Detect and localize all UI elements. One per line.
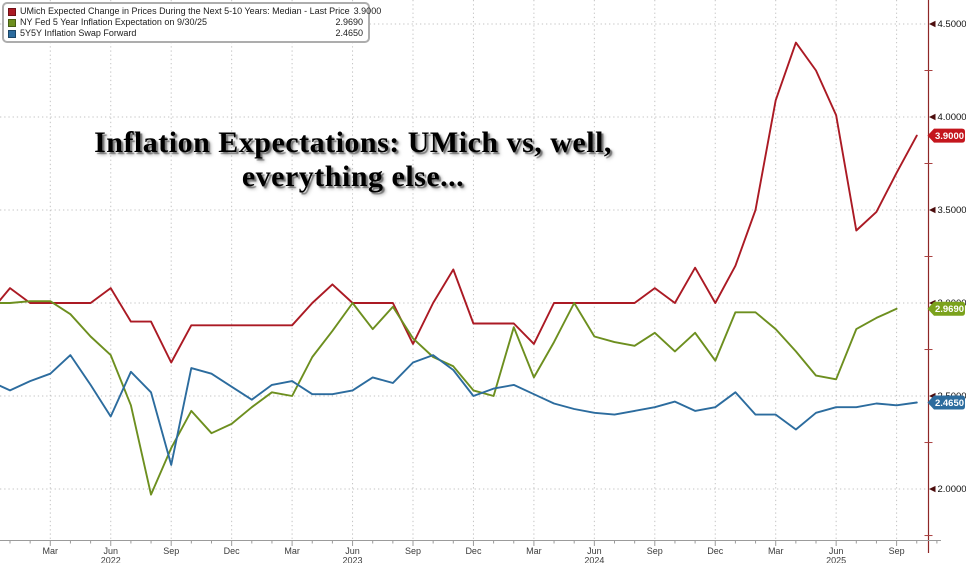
x-tick-label: Jun [103, 546, 118, 556]
x-tick-label: Dec [465, 546, 482, 556]
y-tick-label: 4.0000 [938, 112, 966, 123]
y-tick-label: 3.5000 [938, 205, 966, 216]
x-tick-label: Dec [224, 546, 241, 556]
y-tick-label: 2.0000 [938, 484, 966, 495]
last-price-badge-1 [927, 301, 965, 316]
y-tick-arrow-icon [929, 20, 936, 28]
swap-series-swatch-icon [8, 29, 16, 38]
y-tick-arrow-icon [929, 206, 936, 214]
x-tick-label: Dec [707, 546, 724, 556]
x-year-label: 2023 [343, 556, 363, 563]
series-line-2[interactable] [0, 354, 918, 466]
x-tick-label: Jun [587, 546, 602, 556]
y-tick-label: 4.5000 [938, 19, 966, 30]
x-tick-label: Mar [43, 546, 59, 556]
y-tick-arrow-icon [929, 113, 936, 121]
legend-label: 5Y5Y Inflation Swap Forward [20, 28, 137, 38]
last-price-badge-text: 2.9690 [935, 304, 964, 315]
y-tick-arrow-icon [929, 485, 936, 493]
x-tick-label: Mar [768, 546, 784, 556]
chart-title: Inflation Expectations: UMich vs, well, … [0, 126, 706, 194]
chart-title-line-1: Inflation Expectations: UMich vs, well, [94, 126, 612, 159]
last-price-badge-0 [927, 128, 965, 143]
x-tick-label: Jun [829, 546, 844, 556]
series-line-1[interactable] [0, 300, 898, 496]
legend-item-umich[interactable]: UMich Expected Change in Prices During t… [8, 6, 381, 17]
last-price-badge-text: 3.9000 [935, 131, 964, 142]
chart-title-line-2: everything else... [241, 160, 465, 193]
legend-label: NY Fed 5 Year Inflation Expectation on 9… [20, 17, 207, 27]
x-tick-label: Sep [405, 546, 421, 556]
nyfed-series-swatch-icon [8, 18, 16, 27]
series-line-0[interactable] [0, 41, 918, 364]
legend-last-value: 2.9690 [335, 17, 363, 27]
x-tick-label: Sep [647, 546, 663, 556]
x-tick-label: Mar [526, 546, 542, 556]
series-lines [0, 41, 918, 496]
x-tick-label: Sep [889, 546, 905, 556]
legend-item-nyfed[interactable]: NY Fed 5 Year Inflation Expectation on 9… [8, 17, 363, 28]
legend-last-value: 3.9000 [353, 6, 382, 16]
legend-label: UMich Expected Change in Prices During t… [20, 6, 350, 16]
last-price-badge-text: 2.4650 [935, 398, 964, 409]
x-tick-label: Mar [284, 546, 300, 556]
legend-box: UMich Expected Change in Prices During t… [2, 2, 381, 43]
gridlines [0, 0, 928, 540]
x-year-label: 2025 [826, 556, 846, 563]
last-price-badges: 3.9000 2.9690 2.4650 [927, 128, 965, 410]
legend-last-value: 2.4650 [335, 28, 363, 38]
x-tick-label: Jun [345, 546, 360, 556]
last-price-badge-2 [927, 395, 965, 410]
legend-item-5y5y-swap[interactable]: 5Y5Y Inflation Swap Forward 2.4650 [8, 28, 363, 39]
umich-series-swatch-icon [8, 7, 16, 16]
x-tick-label: Sep [163, 546, 179, 556]
x-year-label: 2024 [584, 556, 604, 563]
x-year-label: 2022 [101, 556, 121, 563]
